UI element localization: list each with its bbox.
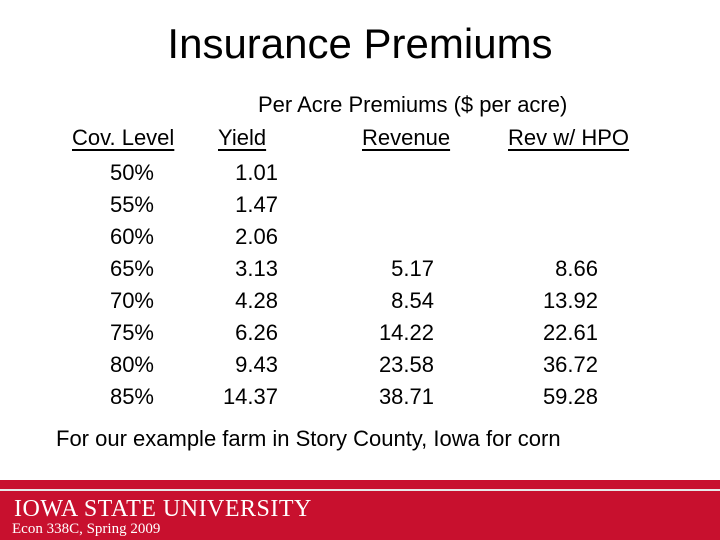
- table-row: 70% 4.28 8.54 13.92: [0, 285, 720, 316]
- cell-coverage: 70%: [109, 288, 154, 313]
- cell-revenue: 5.17: [391, 256, 434, 281]
- cell-coverage: 60%: [109, 224, 154, 249]
- cell-yield: 14.37: [222, 384, 278, 409]
- column-header-revenue-hpo: Rev w/ HPO: [508, 125, 630, 150]
- cell-yield: 1.01: [235, 160, 278, 185]
- cell-revenue: 14.22: [378, 320, 434, 345]
- cell-coverage: 55%: [109, 192, 154, 217]
- cell-coverage: 80%: [109, 352, 154, 377]
- cell-coverage: 75%: [109, 320, 154, 345]
- column-header-revenue: Revenue: [362, 125, 451, 150]
- cell-revenue: 8.54: [391, 288, 434, 313]
- cell-revenue: 38.71: [378, 384, 434, 409]
- column-header-yield: Yield: [218, 125, 267, 150]
- column-header-coverage: Cov. Level: [72, 125, 175, 150]
- slide-title: Insurance Premiums: [167, 20, 553, 67]
- cell-revenue-hpo: 13.92: [542, 288, 598, 313]
- table-row: 55% 1.47: [0, 189, 720, 220]
- cell-yield: 9.43: [235, 352, 278, 377]
- cell-revenue-hpo: 22.61: [542, 320, 598, 345]
- footnote: For our example farm in Story County, Io…: [56, 426, 561, 451]
- cell-yield: 6.26: [235, 320, 278, 345]
- cell-yield: 2.06: [235, 224, 278, 249]
- table-row: 50% 1.01: [0, 157, 720, 188]
- header-underline-spacer: [268, 124, 274, 152]
- cell-revenue: 23.58: [378, 352, 434, 377]
- cell-yield: 1.47: [235, 192, 278, 217]
- table-row: 75% 6.26 14.22 22.61: [0, 317, 720, 348]
- table-caption: Per Acre Premiums ($ per acre): [258, 92, 568, 117]
- university-logo: IOWA STATE UNIVERSITY: [14, 496, 312, 522]
- course-label: Econ 338C, Spring 2009: [12, 521, 161, 537]
- table-row: 85% 14.37 38.71 59.28: [0, 381, 720, 412]
- table-row: 80% 9.43 23.58 36.72: [0, 349, 720, 380]
- cell-coverage: 50%: [109, 160, 154, 185]
- table-row: 60% 2.06: [0, 221, 720, 252]
- cell-revenue-hpo: 8.66: [555, 256, 598, 281]
- cell-yield: 4.28: [235, 288, 278, 313]
- footer-divider: [0, 489, 720, 491]
- table-row: 65% 3.13 5.17 8.66: [0, 253, 720, 284]
- cell-yield: 3.13: [235, 256, 278, 281]
- cell-coverage: 65%: [109, 256, 154, 281]
- cell-revenue-hpo: 59.28: [542, 384, 598, 409]
- cell-coverage: 85%: [109, 384, 154, 409]
- cell-revenue-hpo: 36.72: [542, 352, 598, 377]
